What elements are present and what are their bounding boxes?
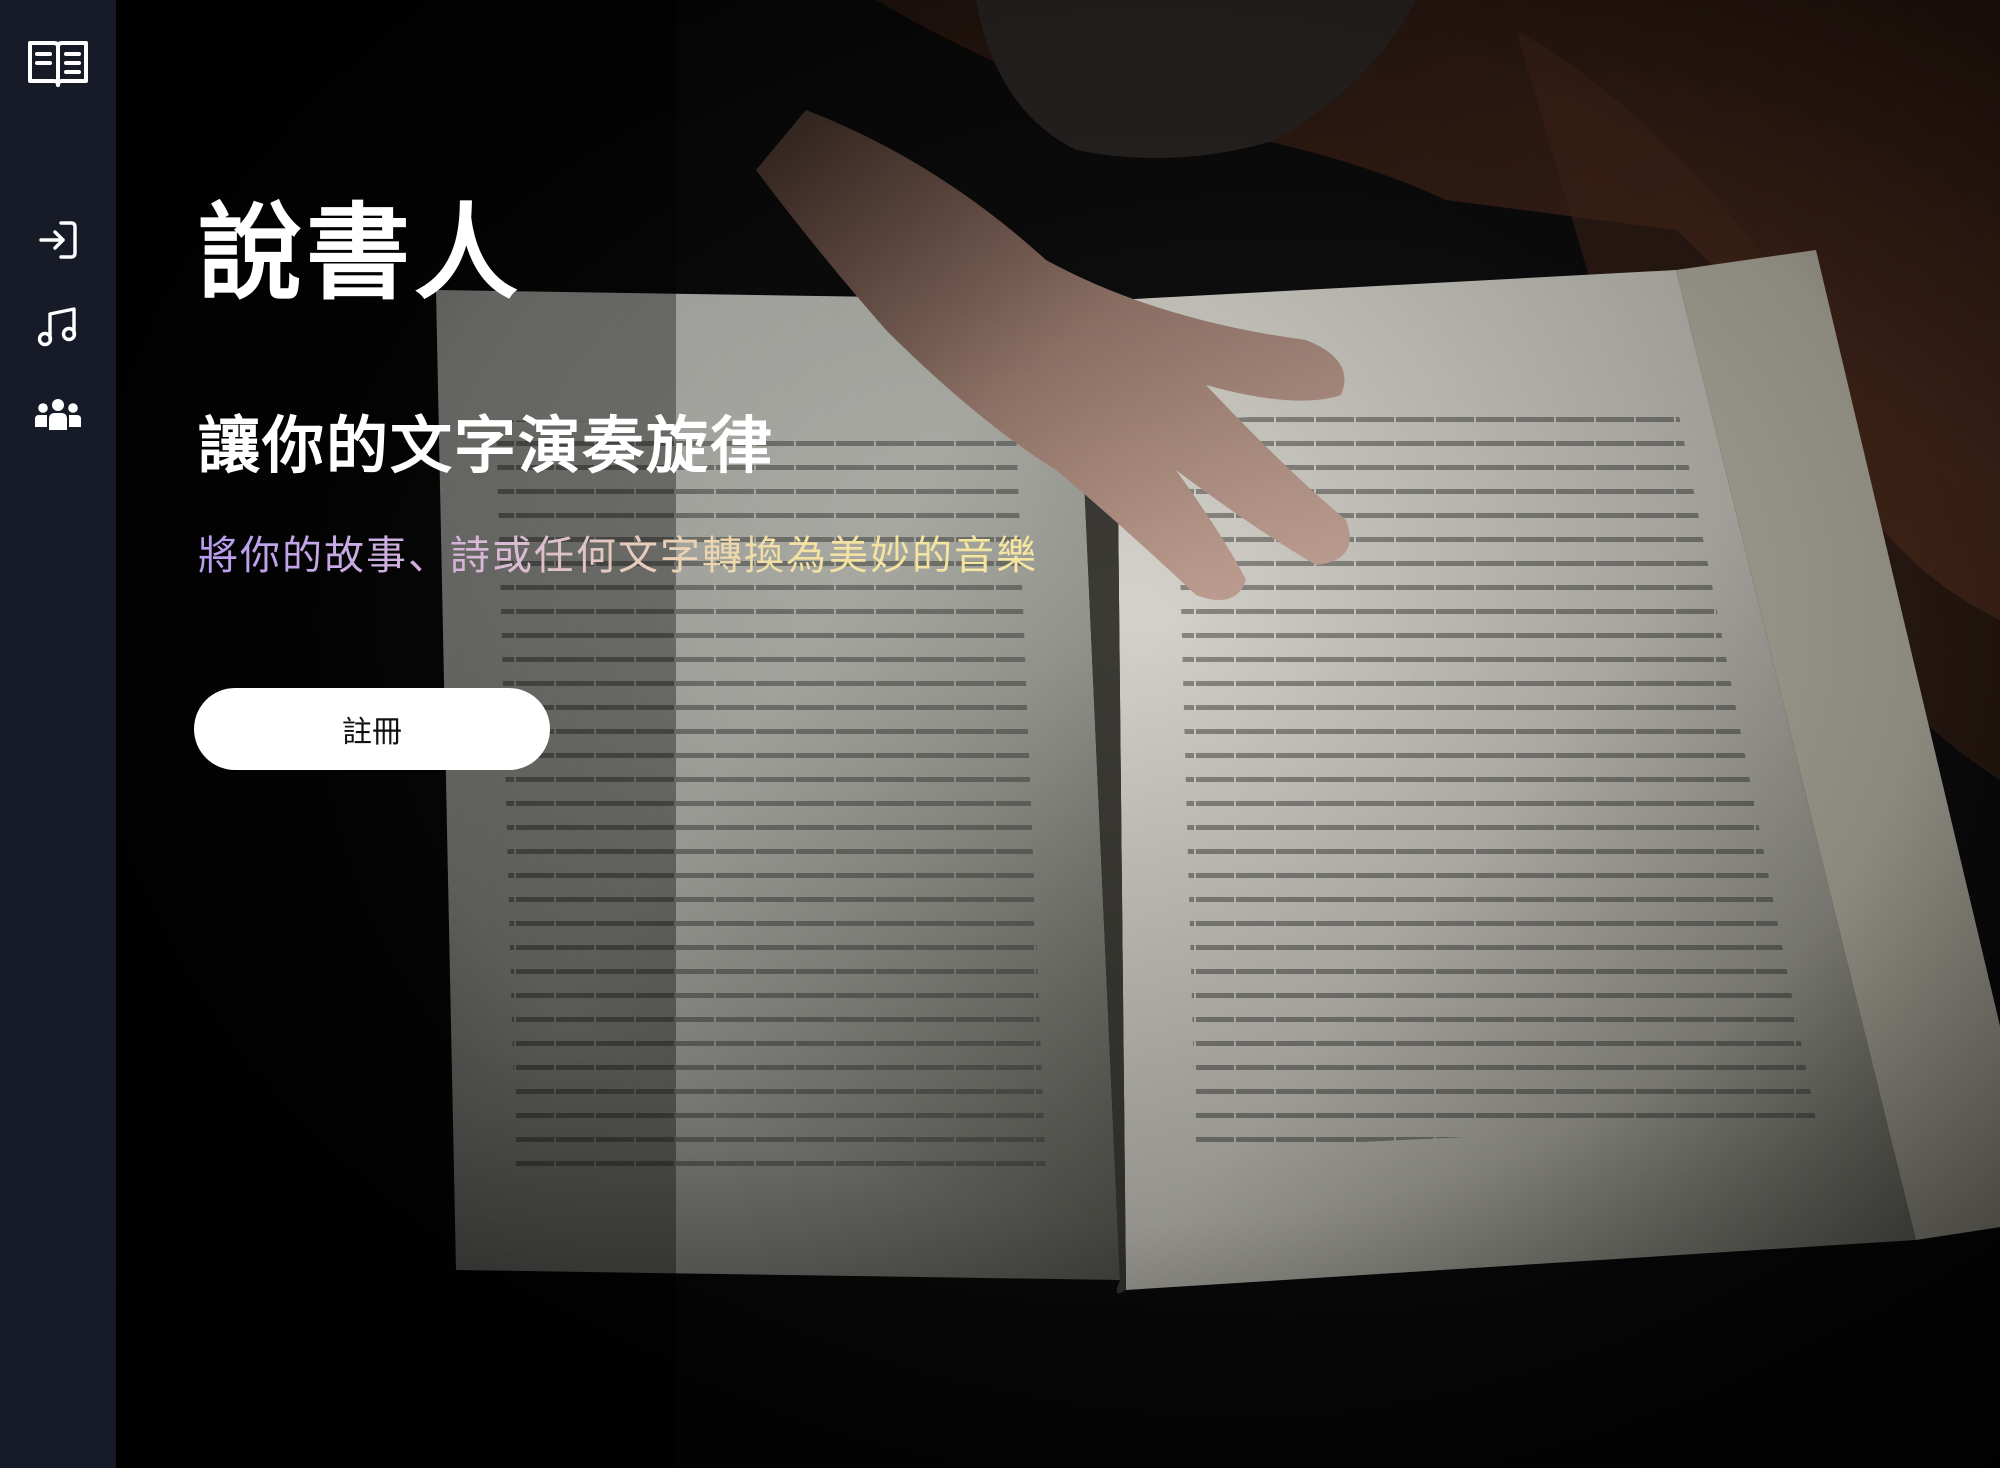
hero-tagline: 讓你的文字演奏旋律	[198, 409, 775, 482]
hero-subtitle: 將你的故事、詩或任何文字轉換為美妙的音樂	[198, 533, 1038, 579]
signup-button[interactable]: 註冊	[194, 688, 550, 770]
login-icon[interactable]	[0, 210, 116, 270]
app-title: 說書人	[198, 192, 523, 314]
hero-background-image	[116, 0, 2000, 1468]
sidebar	[0, 0, 116, 1468]
open-book-icon[interactable]	[0, 30, 116, 96]
community-icon[interactable]	[0, 385, 116, 445]
music-note-icon[interactable]	[0, 297, 116, 357]
